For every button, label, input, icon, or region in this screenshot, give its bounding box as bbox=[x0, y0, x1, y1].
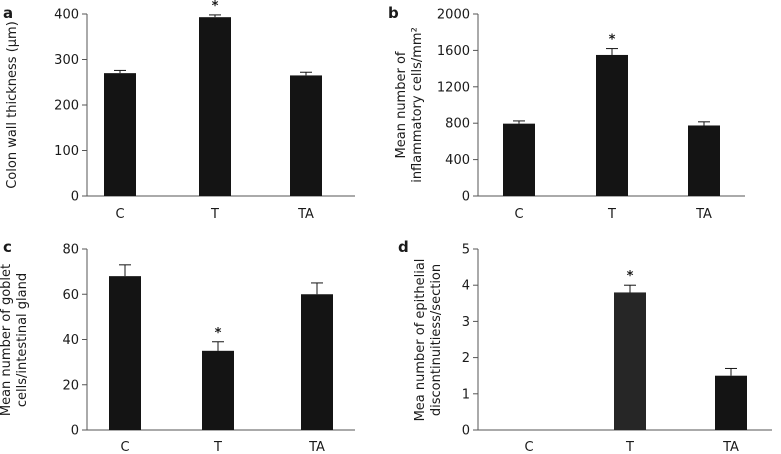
y-tick-label: 1 bbox=[462, 387, 470, 402]
panel-letter: a bbox=[3, 4, 13, 22]
y-tick-label: 80 bbox=[62, 243, 79, 258]
y-tick-label: 0 bbox=[462, 190, 470, 205]
y-tick-label: 20 bbox=[62, 378, 79, 393]
chart-panel-c: c 0 20 40 60 80 Mean number of gobletcells/int… bbox=[0, 238, 355, 454]
y-axis-label-line: Mean number of bbox=[394, 51, 409, 158]
y-tick-label: 300 bbox=[54, 53, 79, 68]
panel-letter: c bbox=[3, 238, 12, 256]
bar-ta bbox=[688, 125, 720, 196]
y-axis-label-line: Mea number of epithelial bbox=[413, 259, 428, 422]
bar-t bbox=[614, 292, 646, 430]
y-axis-label: Mea number of epithelialdiscontinuitiess… bbox=[413, 259, 444, 422]
x-tick-label: TA bbox=[297, 207, 314, 222]
bar-ta bbox=[301, 294, 333, 430]
y-tick-label: 400 bbox=[54, 8, 79, 23]
y-tick-label: 4 bbox=[462, 279, 470, 294]
y-tick-label: 2 bbox=[462, 351, 470, 366]
y-tick-label: 0 bbox=[71, 424, 79, 439]
bar-c bbox=[503, 123, 535, 196]
x-tick-label: C bbox=[514, 207, 523, 222]
y-axis-label: Colon wall thickness (μm) bbox=[5, 21, 20, 189]
y-axis-label-line: Mean number of goblet bbox=[0, 264, 14, 416]
panel-letter: b bbox=[388, 4, 399, 22]
chart-panel-d: d 0 1 2 3 4 5 Mea number of epithelialdiscontin… bbox=[398, 238, 772, 454]
y-tick-label: 60 bbox=[62, 288, 79, 303]
x-tick-label: T bbox=[607, 207, 616, 222]
y-tick-label: 5 bbox=[462, 243, 470, 258]
x-tick-label: TA bbox=[695, 207, 712, 222]
x-tick-label: T bbox=[625, 440, 634, 454]
significance-marker: * bbox=[215, 326, 222, 341]
y-axis-label-line: Colon wall thickness (μm) bbox=[5, 21, 20, 189]
y-tick-label: 0 bbox=[71, 190, 79, 205]
y-axis-label: Mean number of gobletcells/intestinal gl… bbox=[0, 264, 30, 416]
y-tick-label: 800 bbox=[445, 117, 470, 132]
y-axis-label-line: cells/intestinal gland bbox=[15, 273, 30, 407]
x-tick-label: C bbox=[524, 440, 533, 454]
significance-marker: * bbox=[609, 33, 616, 48]
y-tick-label: 40 bbox=[62, 333, 79, 348]
y-tick-label: 400 bbox=[445, 153, 470, 168]
bar-t bbox=[199, 17, 231, 197]
x-tick-label: C bbox=[115, 207, 124, 222]
bar-ta bbox=[290, 75, 322, 196]
panel-letter: d bbox=[398, 238, 409, 256]
bar-t bbox=[202, 350, 234, 430]
y-tick-label: 1200 bbox=[437, 80, 470, 95]
y-axis-label: Mean number ofinflammatory cells/mm² bbox=[394, 27, 425, 183]
y-axis-label-line: inflammatory cells/mm² bbox=[410, 27, 425, 183]
x-tick-label: TA bbox=[308, 440, 325, 454]
y-tick-label: 100 bbox=[54, 144, 79, 159]
significance-marker: * bbox=[627, 269, 634, 284]
y-tick-label: 1600 bbox=[437, 44, 470, 59]
y-tick-label: 2000 bbox=[437, 8, 470, 23]
y-tick-label: 0 bbox=[462, 424, 470, 439]
chart-panel-a: a 0 100 200 300 400 Colon wall thickness (μm) C… bbox=[3, 0, 355, 222]
y-tick-label: 200 bbox=[54, 99, 79, 114]
bar-t bbox=[596, 54, 628, 197]
x-tick-label: TA bbox=[722, 440, 739, 454]
y-axis-label-line: discontinuitiess/section bbox=[429, 264, 444, 416]
y-tick-label: 3 bbox=[462, 315, 470, 330]
significance-marker: * bbox=[212, 0, 219, 14]
bar-c bbox=[104, 73, 136, 196]
x-tick-label: T bbox=[210, 207, 219, 222]
chart-panel-b: b 0 400 800 1200 1600 2000 Mean number ofinflam… bbox=[388, 4, 745, 222]
bar-c bbox=[109, 276, 141, 430]
bar-ta bbox=[715, 375, 747, 430]
x-tick-label: T bbox=[213, 440, 222, 454]
x-tick-label: C bbox=[120, 440, 129, 454]
